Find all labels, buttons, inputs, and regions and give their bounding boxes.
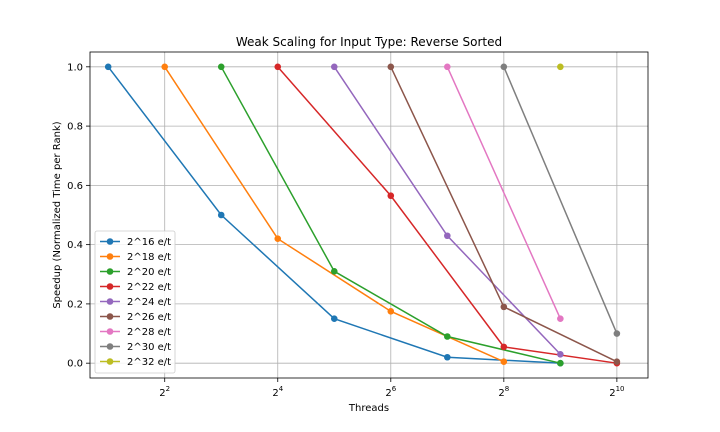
data-point	[613, 358, 621, 366]
legend-item: 2^18 e/t	[100, 252, 171, 263]
y-tick-label: 1.0	[67, 62, 83, 73]
legend-item: 2^16 e/t	[100, 237, 171, 248]
legend-marker	[106, 313, 114, 320]
data-point	[444, 63, 451, 71]
data-point	[387, 192, 395, 200]
data-point	[330, 268, 338, 275]
legend-marker	[106, 298, 114, 305]
chart-title: Weak Scaling for Input Type: Reverse Sor…	[236, 35, 502, 49]
y-axis-label: Speedup (Normalized Time per Rank)	[52, 121, 63, 308]
legend-marker	[106, 283, 114, 290]
series-4	[330, 63, 564, 358]
x-tick-label: 210	[609, 385, 624, 399]
data-point	[217, 63, 225, 71]
axes: 22 24 26 28 210 0.0 0.2 0.4 0.6 0.8 1.0	[67, 62, 624, 399]
data-point	[387, 308, 395, 315]
legend-item: 2^30 e/t	[100, 342, 171, 353]
legend-label: 2^18 e/t	[127, 252, 171, 263]
legend-label: 2^22 e/t	[127, 282, 171, 293]
series-8	[557, 63, 564, 71]
y-tick-label: 0.4	[67, 240, 83, 251]
data-point	[387, 63, 395, 71]
y-tick-label: 0.0	[67, 359, 83, 370]
legend-label: 2^32 e/t	[127, 357, 171, 368]
data-point	[500, 343, 508, 351]
legend-label: 2^20 e/t	[127, 267, 171, 278]
legend-marker	[106, 253, 114, 260]
legend-marker	[106, 328, 114, 335]
data-point	[444, 232, 451, 240]
y-tick-label: 0.2	[67, 299, 83, 310]
data-point	[444, 353, 451, 361]
legend-marker	[106, 358, 114, 365]
data-point	[500, 358, 508, 366]
data-point	[274, 235, 282, 243]
series-6	[444, 63, 564, 323]
legend-label: 2^16 e/t	[127, 237, 171, 248]
x-tick-label: 26	[385, 385, 396, 399]
data-point	[613, 330, 621, 337]
series-line	[503, 66, 618, 334]
legend-item: 2^26 e/t	[100, 312, 171, 323]
data-point	[444, 333, 451, 340]
plot-frame	[89, 51, 649, 379]
data-point	[557, 359, 564, 367]
legend-marker	[106, 268, 114, 275]
data-point	[104, 63, 112, 71]
legend-box	[94, 230, 176, 374]
legend-label: 2^26 e/t	[127, 312, 171, 323]
data-point	[274, 63, 282, 71]
data-point	[557, 63, 564, 71]
data-point	[557, 315, 564, 323]
y-tick-label: 0.6	[67, 181, 83, 192]
legend-marker	[106, 343, 114, 350]
x-tick-label: 24	[272, 385, 283, 399]
series-7	[500, 63, 621, 337]
legend: 2^16 e/t 2^18 e/t 2^20 e/t 2^22 e/t 2^24 e/t…	[94, 230, 176, 374]
legend-item: 2^28 e/t	[100, 327, 171, 338]
data-point	[557, 350, 564, 358]
legend-item: 2^32 e/t	[100, 357, 171, 368]
legend-marker	[106, 238, 114, 245]
data-point	[500, 63, 508, 71]
y-tick-label: 0.8	[67, 122, 83, 133]
data-point	[330, 315, 338, 323]
x-tick-label: 28	[498, 385, 509, 399]
legend-item: 2^22 e/t	[100, 282, 171, 293]
series-group	[104, 63, 621, 367]
series-line	[446, 66, 562, 320]
x-axis-label: Threads	[348, 403, 389, 414]
x-tick-label: 22	[159, 385, 170, 399]
legend-label: 2^28 e/t	[127, 327, 171, 338]
data-point	[217, 211, 225, 219]
grid	[90, 52, 648, 378]
legend-label: 2^24 e/t	[127, 297, 171, 308]
legend-label: 2^30 e/t	[127, 342, 171, 353]
data-point	[330, 63, 338, 71]
legend-item: 2^24 e/t	[100, 297, 171, 308]
data-point	[500, 303, 508, 311]
data-point	[161, 63, 169, 71]
legend-item: 2^20 e/t	[100, 267, 171, 278]
series-5	[387, 63, 621, 366]
